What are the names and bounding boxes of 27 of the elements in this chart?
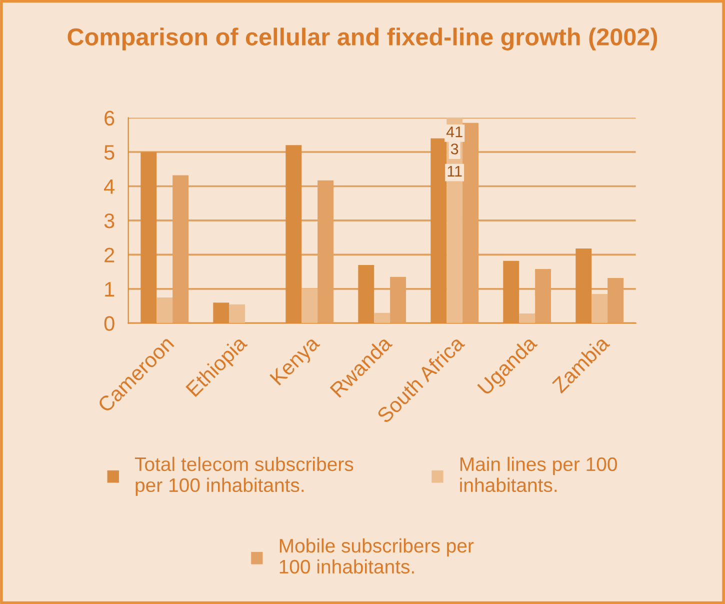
y-tick-label: 6 <box>104 110 114 126</box>
legend-label: Mobile subscribers per 100 inhabitants. <box>280 538 474 574</box>
bar <box>576 248 592 324</box>
bar <box>140 152 157 324</box>
bar <box>302 288 318 324</box>
annotation: 41 <box>446 126 462 138</box>
chart-title: Comparison of cellular and fixed-line growth (2002) <box>68 28 658 50</box>
annotation: 11 <box>448 166 462 176</box>
bar <box>519 314 536 324</box>
bar <box>374 312 390 324</box>
annotation: 3 <box>450 144 458 154</box>
legend-label: Main lines per 100 inhabitants. <box>460 456 617 492</box>
bar <box>430 138 447 324</box>
y-tick-label: 1 <box>105 282 114 296</box>
bar <box>592 294 608 324</box>
y-tick-label: 3 <box>104 213 114 228</box>
bar <box>213 302 230 324</box>
bar <box>358 264 374 324</box>
legend-label: Total telecom subscribers per 100 inhabitants. <box>134 456 354 496</box>
bar <box>286 145 302 324</box>
y-tick-label: 4 <box>104 179 115 194</box>
bar <box>156 297 173 324</box>
y-tick-label: 2 <box>104 248 114 262</box>
y-tick-label: 5 <box>104 145 114 160</box>
y-tick-label: 0 <box>104 316 114 331</box>
bar <box>503 260 520 324</box>
bar <box>229 304 246 324</box>
